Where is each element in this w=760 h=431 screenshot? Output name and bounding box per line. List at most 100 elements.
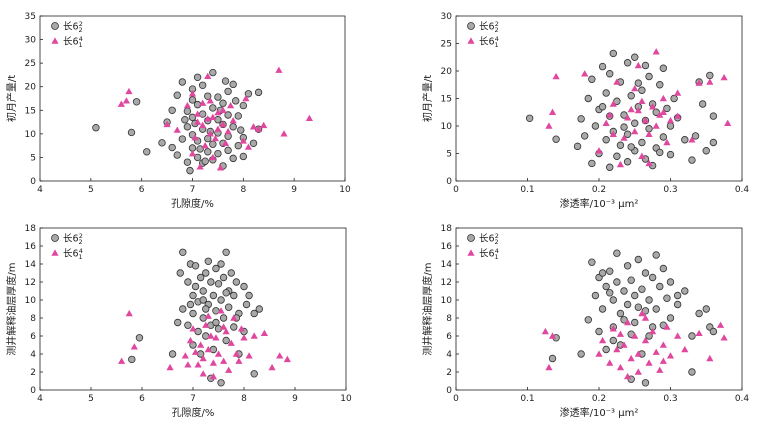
data-point-circle <box>135 334 144 342</box>
x-tick-label: 0.3 <box>663 394 677 404</box>
data-point-triangle <box>222 327 230 335</box>
data-point-triangle <box>230 314 238 321</box>
y-tick-label: 30 <box>441 12 453 22</box>
data-point-circle <box>577 350 585 358</box>
data-point-triangle <box>649 327 657 335</box>
data-point-circle <box>183 107 192 115</box>
data-point-triangle <box>634 350 642 357</box>
data-point-circle <box>606 70 614 78</box>
data-point-circle <box>214 280 223 288</box>
data-point-circle <box>602 345 610 354</box>
y-tick-label: 30 <box>25 36 37 46</box>
data-point-circle <box>688 368 696 376</box>
plot-frame <box>39 227 347 391</box>
data-point-circle <box>239 101 248 110</box>
data-point-circle <box>198 81 207 89</box>
data-point-circle <box>196 273 205 282</box>
y-tick-label: 10 <box>25 130 37 140</box>
data-point-circle <box>709 327 718 336</box>
data-point-circle <box>627 143 635 151</box>
y-tick-label: 10 <box>441 296 453 306</box>
data-point-circle <box>627 92 635 100</box>
data-point-triangle <box>209 113 217 121</box>
data-point-circle <box>648 273 657 282</box>
data-point-triangle <box>216 164 225 171</box>
data-point-circle <box>189 291 197 300</box>
data-point-circle <box>698 100 707 108</box>
data-point-circle <box>143 148 151 156</box>
legend-triangle-swatch <box>51 37 59 44</box>
data-point-circle <box>638 86 646 94</box>
y-tick-label: 35 <box>25 12 36 22</box>
y-axis-label: 初月产量/t <box>5 75 18 122</box>
data-point-circle <box>209 291 218 300</box>
data-point-circle <box>173 151 181 159</box>
data-point-triangle <box>666 352 675 359</box>
data-point-triangle <box>188 150 197 157</box>
data-point-triangle <box>283 355 291 363</box>
data-point-triangle <box>631 85 639 92</box>
data-point-triangle <box>254 125 263 132</box>
data-point-circle <box>591 122 600 130</box>
data-point-circle <box>638 285 646 293</box>
data-point-triangle <box>280 130 288 137</box>
x-tick-label: 8 <box>240 185 246 195</box>
data-point-circle <box>598 62 607 71</box>
data-point-triangle <box>716 321 725 328</box>
x-tick-label: 7 <box>190 185 196 195</box>
scatter-panel-2: 0 0.1 0.2 0.3 0.4 0 5 10 15 20 25 30 渗透率/10⁻³ μm² 初月产… <box>421 12 749 210</box>
data-point-circle <box>656 81 664 89</box>
data-point-triangle <box>631 127 639 135</box>
y-tick-label: 12 <box>25 278 36 288</box>
data-point-triangle <box>204 72 212 80</box>
data-point-triangle <box>305 114 314 121</box>
data-point-triangle <box>268 363 276 371</box>
data-point-triangle <box>631 332 639 339</box>
data-point-circle <box>207 278 215 286</box>
data-point-circle <box>229 80 237 89</box>
legend-label-chang6-2-2: 长622 <box>479 232 499 246</box>
y-tick-label: 4 <box>30 350 36 360</box>
data-point-circle <box>209 140 217 148</box>
data-point-circle <box>616 309 625 318</box>
y-axis-label: 测井解释油层厚度/m <box>5 262 18 355</box>
data-point-triangle <box>244 143 253 150</box>
data-point-triangle <box>616 363 625 371</box>
data-point-circle <box>606 163 614 171</box>
data-point-triangle <box>118 357 126 364</box>
data-point-circle <box>681 287 689 295</box>
y-axis-label: 初月产量/t <box>421 75 434 122</box>
data-point-triangle <box>638 309 646 317</box>
data-point-triangle <box>242 94 250 102</box>
data-point-triangle <box>613 78 621 85</box>
data-point-triangle <box>191 348 200 355</box>
data-point-triangle <box>214 350 223 357</box>
data-point-triangle <box>706 78 714 85</box>
data-point-circle <box>623 59 632 67</box>
data-point-circle <box>681 136 689 144</box>
data-point-circle <box>204 257 212 265</box>
y-tick-label: 20 <box>441 67 453 77</box>
data-point-triangle <box>545 122 553 129</box>
legend-label-chang6-1-4: 长614 <box>63 247 83 261</box>
data-point-triangle <box>641 314 650 321</box>
data-point-triangle <box>212 334 220 341</box>
data-point-circle <box>128 355 136 364</box>
data-point-circle <box>230 323 238 331</box>
data-point-triangle <box>645 159 653 167</box>
data-point-circle <box>240 282 248 291</box>
data-point-circle <box>178 135 187 143</box>
data-point-triangle <box>609 100 617 107</box>
data-point-circle <box>179 305 187 313</box>
data-point-circle <box>179 248 187 256</box>
data-point-circle <box>631 291 639 300</box>
y-tick-label: 8 <box>446 314 452 324</box>
data-point-triangle <box>209 372 217 380</box>
data-point-circle <box>645 296 653 304</box>
data-point-circle <box>598 305 607 313</box>
legend-circle-swatch <box>467 234 475 242</box>
data-point-circle <box>663 104 671 113</box>
data-point-circle <box>709 112 718 120</box>
data-point-circle <box>666 150 675 159</box>
